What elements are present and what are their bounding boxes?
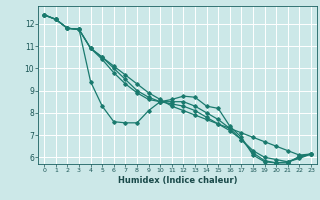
X-axis label: Humidex (Indice chaleur): Humidex (Indice chaleur): [118, 176, 237, 185]
